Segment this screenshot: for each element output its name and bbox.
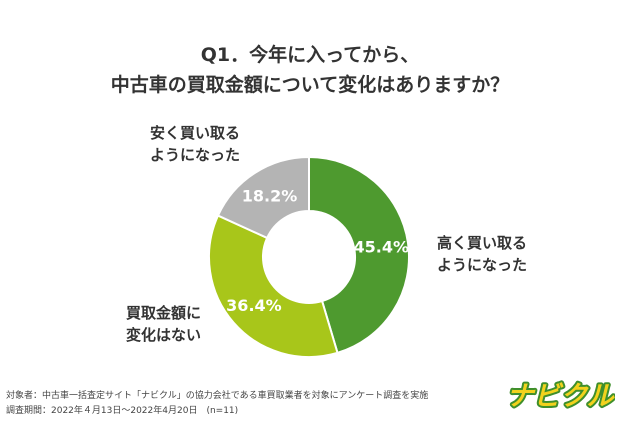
slice-value-label-1: 36.4% <box>226 296 282 315</box>
slice-value-label-2: 18.2% <box>242 187 298 206</box>
label-same: 買取金額に 変化はない <box>126 302 201 346</box>
chart-title-line2: 中古車の買取金額について変化はありますか？ <box>110 74 510 96</box>
slice-value-label-0: 45.4% <box>353 237 409 256</box>
label-lower-line1: 安く買い取る <box>150 124 241 142</box>
label-higher-line1: 高く買い取る <box>437 234 528 252</box>
label-same-line2: 変化はない <box>126 326 202 344</box>
svg-text:ナビクル: ナビクル <box>506 381 615 412</box>
label-higher: 高く買い取る ようになった <box>437 232 527 276</box>
donut-slice-1 <box>208 214 339 358</box>
label-lower-line2: ようになった <box>150 146 241 164</box>
donut-slice-2 <box>216 155 310 240</box>
label-same-line1: 買取金額に <box>126 304 202 322</box>
chart-title: Q1．今年に入ってから、 中古車の買取金額について変化はありますか？ <box>0 40 620 100</box>
chart-title-line1: Q1．今年に入ってから、 <box>200 44 420 66</box>
survey-note-target: 対象者：中古車一括査定サイト「ナビクル」の協力会社である車買取業者を対象にアンケ… <box>6 391 429 401</box>
survey-note: 対象者：中古車一括査定サイト「ナビクル」の協力会社である車買取業者を対象にアンケ… <box>6 389 428 419</box>
label-lower: 安く買い取る ようになった <box>150 122 240 166</box>
survey-note-period: 調査期間：2022年４月13日〜2022年4月20日 (n=11) <box>6 406 239 416</box>
navikuru-logo: ナビクル <box>505 379 615 414</box>
donut-slice-0 <box>308 155 410 355</box>
label-higher-line2: ようになった <box>437 256 528 274</box>
